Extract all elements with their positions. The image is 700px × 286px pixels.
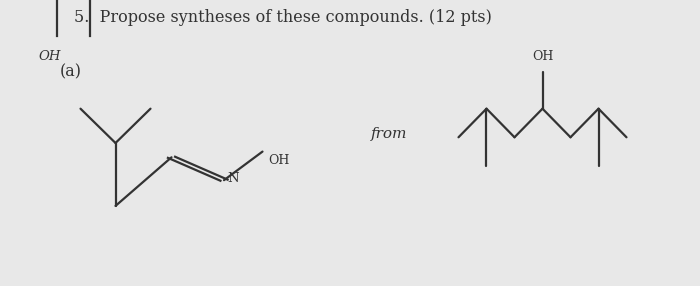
Text: (a): (a) bbox=[60, 63, 81, 80]
Text: N: N bbox=[227, 172, 239, 185]
Text: OH: OH bbox=[268, 154, 290, 167]
Text: 5.  Propose syntheses of these compounds. (12 pts): 5. Propose syntheses of these compounds.… bbox=[74, 9, 491, 25]
Text: OH: OH bbox=[38, 50, 61, 63]
Text: OH: OH bbox=[532, 50, 553, 63]
Text: from: from bbox=[371, 128, 407, 141]
